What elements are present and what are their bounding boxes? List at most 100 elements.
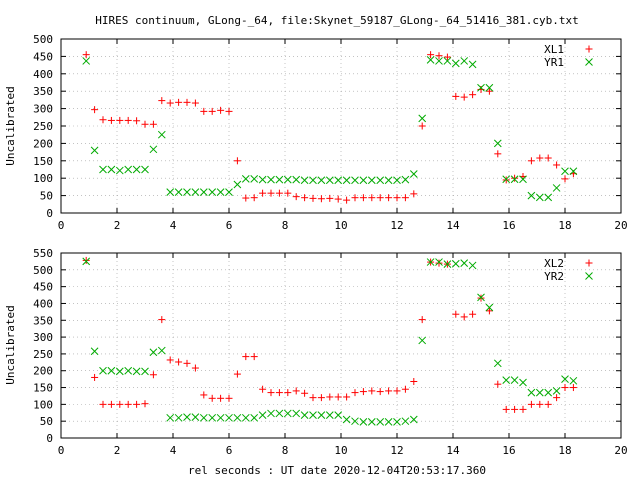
data-point	[258, 175, 267, 184]
data-point	[443, 57, 452, 65]
data-point	[166, 356, 174, 364]
x-tick-label: 8	[282, 219, 289, 232]
data-point	[435, 57, 443, 65]
data-point	[292, 175, 301, 184]
top-plot-panel: 0 2 4 6 8 10 12 14 16 18 2005010015020025030035040…	[4, 33, 628, 232]
y-tick-label: 150	[33, 382, 53, 395]
data-point	[359, 388, 367, 396]
data-point	[561, 375, 569, 383]
data-point	[552, 184, 561, 192]
series-YR1	[82, 56, 578, 202]
data-point	[174, 413, 183, 422]
data-point	[494, 380, 502, 388]
data-point	[115, 367, 124, 376]
data-point	[527, 400, 535, 408]
data-point	[452, 92, 460, 100]
data-point	[410, 377, 418, 385]
data-point	[309, 176, 317, 185]
data-point	[292, 387, 300, 395]
data-point	[91, 373, 99, 381]
data-point	[107, 400, 115, 408]
data-point	[141, 400, 149, 408]
data-point	[418, 122, 426, 130]
data-point	[292, 193, 300, 201]
data-point	[468, 261, 477, 270]
data-point	[535, 388, 544, 397]
data-point	[469, 310, 477, 318]
legend-label: YR1	[544, 56, 564, 69]
data-point	[477, 293, 485, 302]
data-point	[284, 189, 292, 197]
data-point	[267, 409, 275, 418]
data-point	[460, 313, 468, 321]
data-point	[384, 418, 393, 426]
data-point	[393, 194, 401, 202]
data-point	[233, 370, 241, 378]
data-point	[275, 189, 283, 197]
data-point	[334, 176, 343, 185]
y-tick-label: 200	[33, 137, 53, 150]
data-point	[191, 188, 200, 196]
data-point	[191, 364, 199, 372]
data-point	[569, 384, 577, 392]
data-point	[544, 400, 552, 408]
x-tick-label: 2	[114, 444, 121, 457]
data-point	[149, 348, 158, 357]
data-point	[477, 83, 485, 92]
data-point	[82, 257, 91, 266]
data-point	[216, 188, 225, 196]
data-point	[510, 376, 519, 384]
data-point	[183, 188, 191, 196]
data-point	[217, 106, 225, 114]
data-point	[367, 176, 376, 185]
data-point	[544, 193, 553, 202]
data-point	[208, 188, 217, 196]
data-point	[124, 116, 132, 124]
y-tick-label: 50	[40, 190, 53, 203]
data-point	[216, 413, 225, 422]
data-point	[359, 418, 368, 426]
data-point	[443, 53, 451, 61]
data-point	[376, 418, 385, 426]
data-point	[157, 130, 166, 139]
data-point	[284, 389, 292, 397]
data-point	[82, 51, 90, 59]
data-point	[208, 107, 216, 115]
y-tick-label: 150	[33, 155, 53, 168]
data-point	[384, 176, 393, 185]
data-point	[91, 106, 99, 114]
data-point	[553, 161, 561, 169]
series-XL2	[82, 256, 577, 413]
data-point	[241, 413, 250, 422]
data-point	[283, 409, 292, 418]
data-point	[527, 157, 535, 165]
data-point	[174, 188, 183, 196]
data-point	[460, 93, 468, 101]
data-point	[115, 166, 124, 175]
data-point	[107, 366, 116, 375]
data-point	[351, 176, 359, 185]
y-tick-label: 550	[33, 247, 53, 260]
data-point	[502, 405, 510, 413]
data-point	[199, 413, 208, 422]
data-point	[536, 154, 544, 162]
y-tick-label: 500	[33, 264, 53, 277]
legend-label: YR2	[544, 270, 564, 283]
x-tick-label: 6	[226, 219, 233, 232]
x-tick-label: 0	[58, 219, 65, 232]
data-point	[460, 57, 469, 65]
data-point	[292, 409, 301, 418]
data-point	[267, 175, 275, 184]
data-point	[493, 359, 502, 368]
y-tick-label: 400	[33, 297, 53, 310]
data-point	[334, 393, 342, 401]
data-point	[275, 409, 284, 418]
legend-label: XL2	[544, 257, 564, 270]
data-point	[250, 353, 258, 361]
data-point	[191, 413, 200, 421]
data-point	[99, 366, 107, 375]
data-point	[351, 389, 359, 397]
data-point	[309, 194, 317, 202]
y-tick-label: 500	[33, 33, 53, 46]
